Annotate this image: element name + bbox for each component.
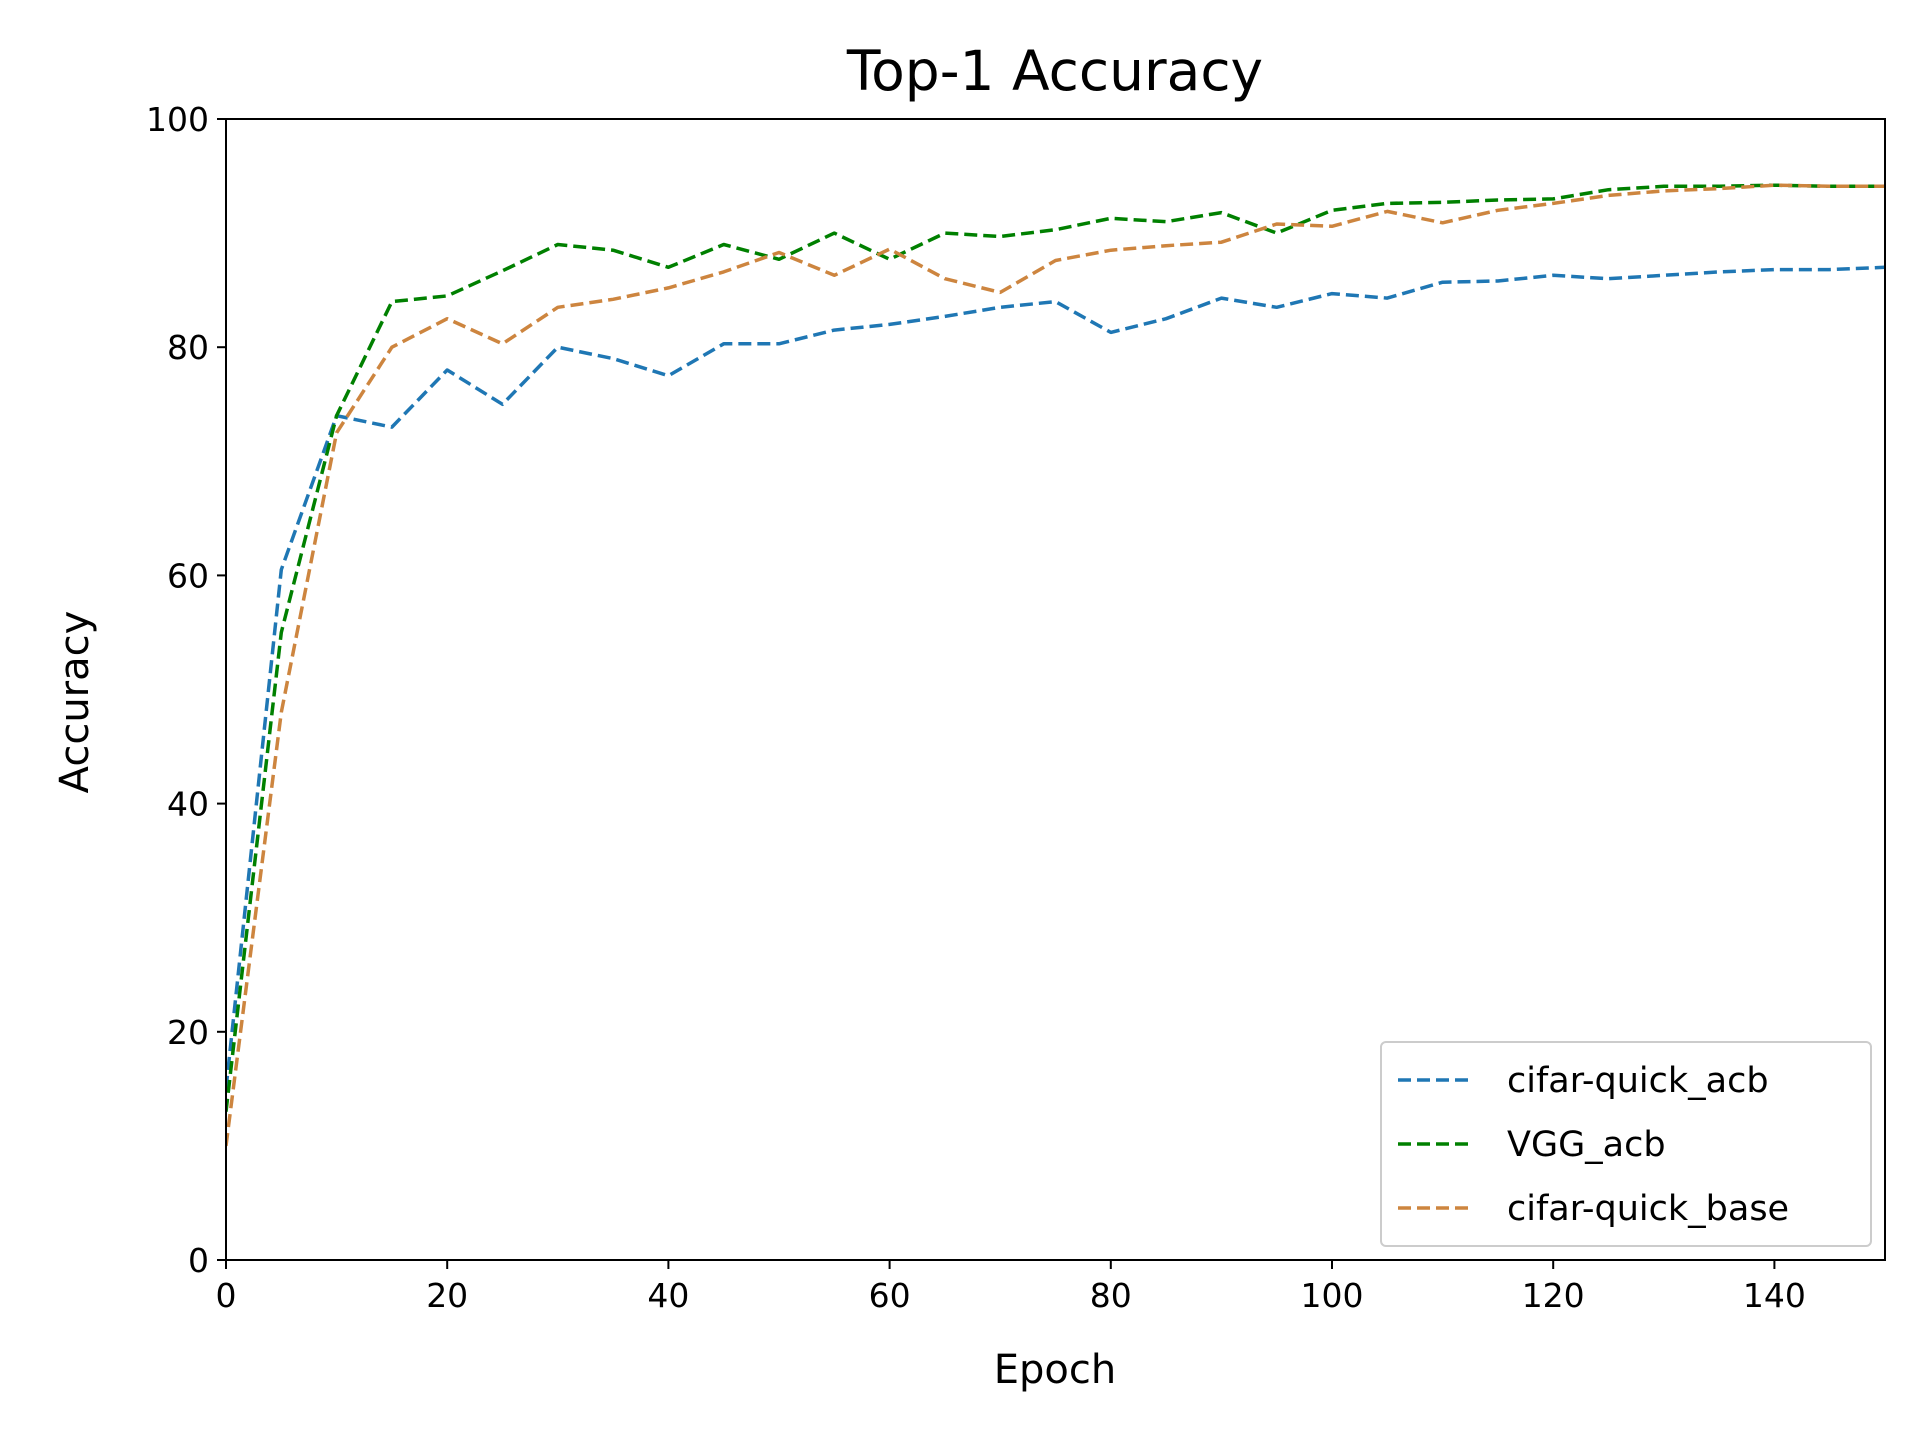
series-line-2	[226, 183, 1885, 1147]
x-tick-label: 80	[1090, 1276, 1132, 1315]
x-tick-label: 40	[647, 1276, 689, 1315]
x-tick-label: 20	[426, 1276, 468, 1315]
x-tick-label: 0	[216, 1276, 237, 1315]
y-tick-label: 60	[167, 556, 209, 595]
y-tick-label: 40	[167, 785, 209, 824]
legend-box	[1380, 1041, 1872, 1247]
legend: cifar-quick_acb VGG_acb cifar-quick_base	[1380, 1041, 1872, 1247]
legend-label-2: cifar-quick_base	[1507, 1189, 1789, 1229]
y-tick-label: 80	[167, 328, 209, 367]
legend-label-1: VGG_acb	[1507, 1125, 1666, 1165]
x-tick-label: 60	[869, 1276, 911, 1315]
series-line-0	[226, 265, 1885, 1089]
y-axis-title: Accuracy	[52, 611, 98, 794]
x-tick-label: 140	[1743, 1276, 1806, 1315]
chart-title: Top-1 Accuracy	[846, 39, 1263, 103]
x-tick-label: 100	[1301, 1276, 1364, 1315]
plot-frame	[225, 118, 1886, 1261]
x-axis-title: Epoch	[994, 1347, 1116, 1393]
y-tick-label: 100	[146, 100, 209, 139]
y-tick-label: 0	[188, 1241, 209, 1280]
series-lines	[226, 183, 1885, 1147]
axis-ticks: 0 20 40 60 80 100 120 140 0 20 40 60 80 100	[146, 100, 1806, 1315]
legend-label-0: cifar-quick_acb	[1507, 1061, 1769, 1101]
y-tick-label: 20	[167, 1013, 209, 1052]
series-line-1	[226, 183, 1885, 1112]
x-tick-label: 120	[1522, 1276, 1585, 1315]
